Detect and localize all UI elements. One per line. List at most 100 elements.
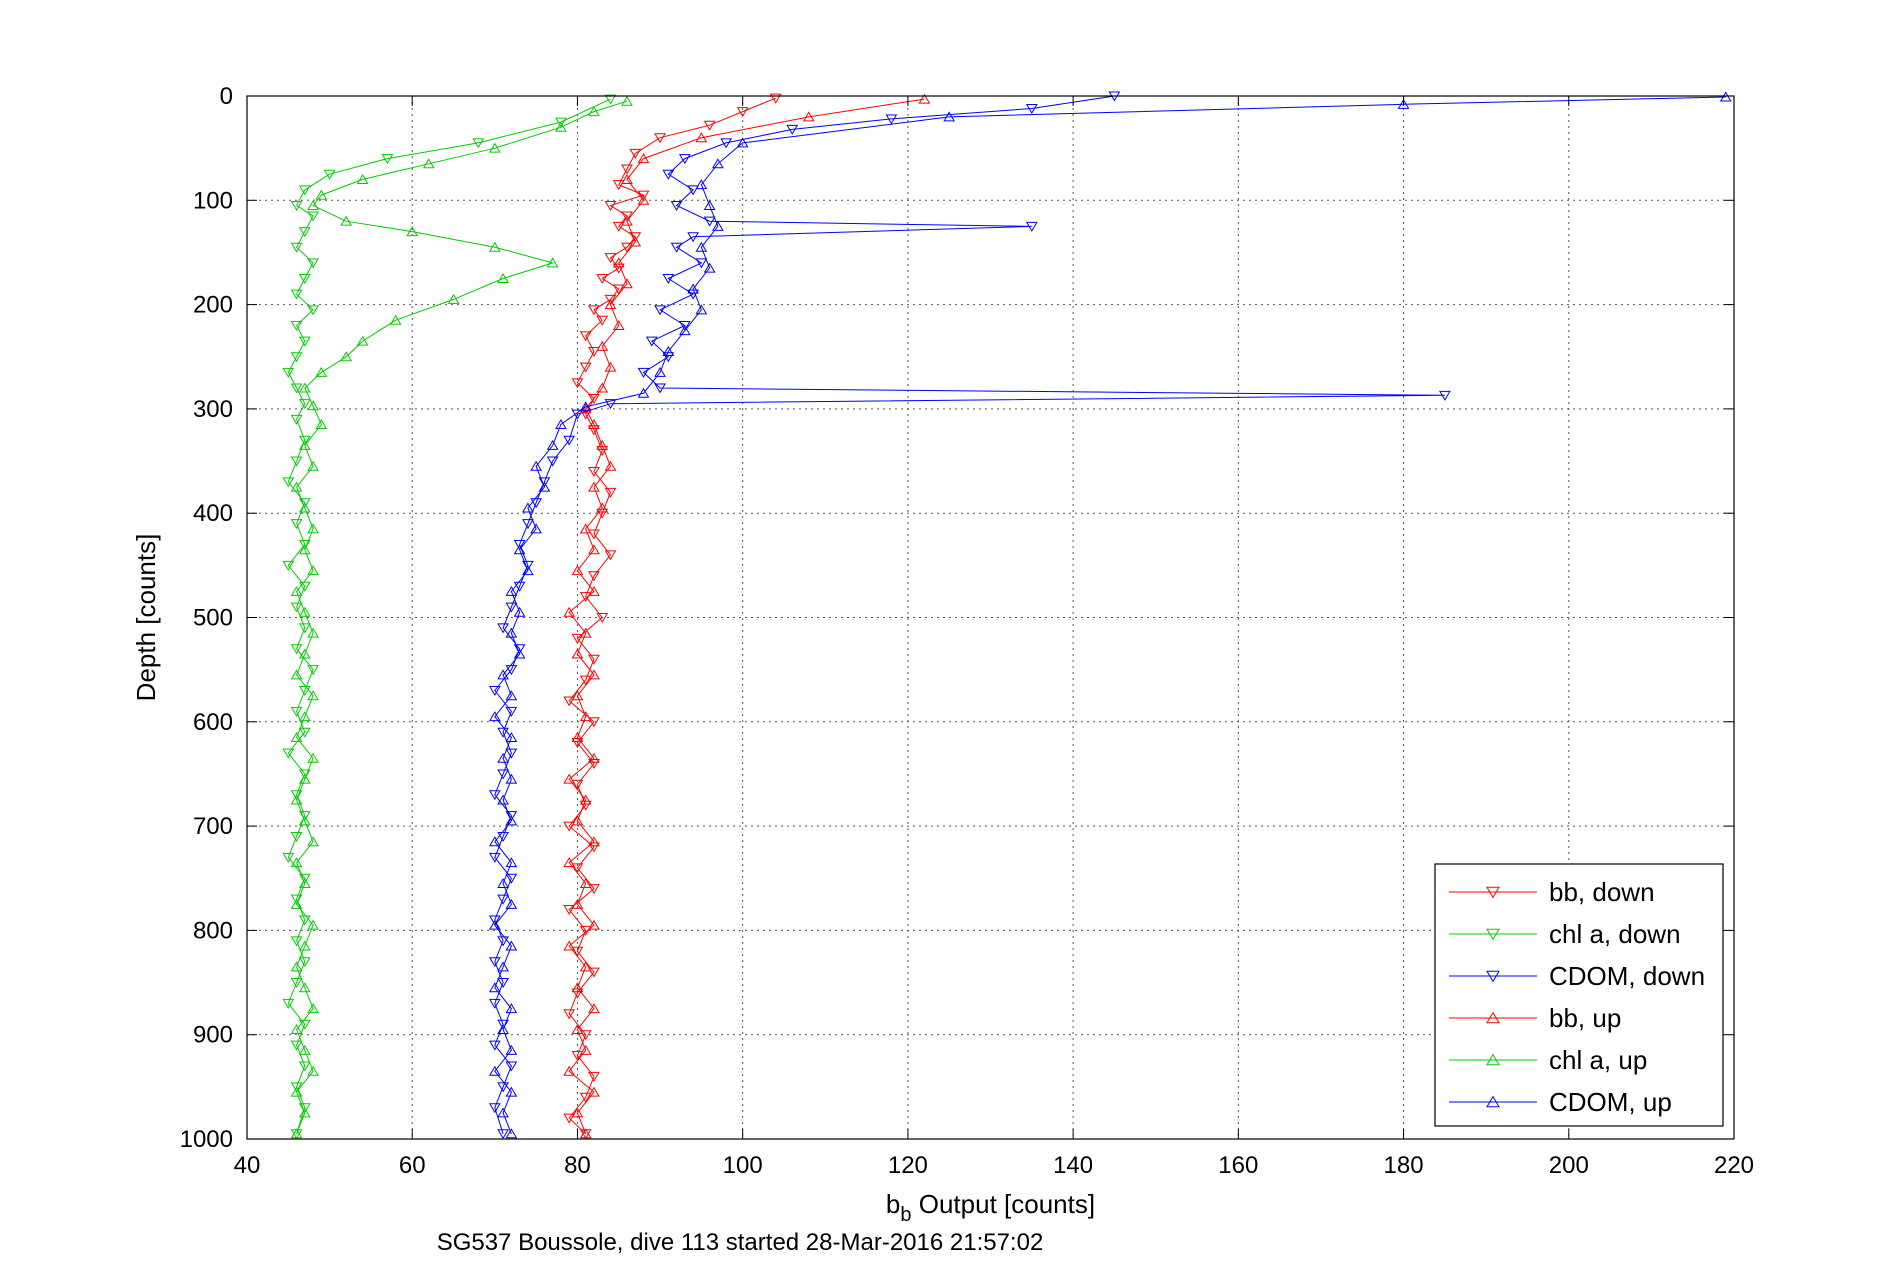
data-point bbox=[298, 439, 311, 450]
data-point bbox=[637, 194, 650, 205]
data-point bbox=[546, 456, 559, 467]
data-point bbox=[612, 284, 625, 295]
data-point bbox=[505, 1086, 518, 1097]
data-point bbox=[298, 539, 311, 550]
data-point bbox=[315, 189, 328, 200]
data-point bbox=[579, 1030, 592, 1041]
data-point bbox=[588, 1071, 600, 1082]
data-point bbox=[555, 419, 567, 430]
data-point bbox=[406, 226, 419, 237]
data-point bbox=[290, 857, 303, 868]
data-point bbox=[298, 982, 311, 993]
data-point bbox=[307, 400, 319, 411]
data-point bbox=[769, 93, 782, 104]
data-point bbox=[604, 399, 617, 410]
y-tick-label: 800 bbox=[193, 917, 233, 944]
data-point bbox=[579, 1092, 592, 1103]
data-point bbox=[522, 502, 534, 513]
data-point bbox=[513, 544, 526, 555]
data-point bbox=[678, 325, 691, 336]
data-point bbox=[298, 581, 311, 592]
data-point bbox=[488, 915, 501, 926]
data-point bbox=[588, 759, 600, 770]
data-point bbox=[522, 565, 534, 576]
data-point bbox=[621, 211, 633, 222]
data-point bbox=[307, 665, 319, 676]
data-point bbox=[588, 529, 600, 540]
data-point bbox=[563, 940, 576, 951]
y-tick-label: 600 bbox=[193, 709, 233, 736]
data-point bbox=[298, 382, 311, 393]
data-point bbox=[637, 190, 650, 201]
data-point bbox=[298, 623, 311, 634]
data-point bbox=[563, 821, 576, 832]
data-point bbox=[604, 550, 617, 561]
data-point bbox=[637, 367, 650, 378]
data-point bbox=[290, 242, 303, 253]
data-point bbox=[579, 627, 592, 638]
data-point bbox=[546, 439, 559, 450]
y-tick-label: 200 bbox=[193, 292, 233, 319]
data-point bbox=[588, 347, 600, 358]
data-point bbox=[604, 294, 617, 305]
data-point bbox=[505, 1044, 518, 1055]
data-point bbox=[588, 1086, 600, 1097]
data-point bbox=[621, 95, 633, 106]
data-point bbox=[298, 227, 311, 238]
data-point bbox=[612, 257, 625, 268]
data-point bbox=[563, 1113, 576, 1124]
data-point bbox=[571, 779, 584, 790]
data-point bbox=[290, 352, 303, 363]
x-axis-label-main: b bbox=[886, 1189, 900, 1219]
data-point bbox=[505, 706, 518, 717]
data-point bbox=[571, 988, 584, 999]
data-point bbox=[612, 180, 625, 191]
series-line bbox=[494, 95, 1445, 1134]
data-point bbox=[298, 1061, 311, 1072]
data-point bbox=[497, 832, 509, 843]
data-point bbox=[307, 1065, 319, 1076]
legend-box bbox=[1434, 863, 1724, 1127]
data-point bbox=[588, 393, 600, 404]
data-point bbox=[298, 185, 311, 196]
series-layer bbox=[282, 91, 1732, 1140]
data-point bbox=[513, 648, 526, 659]
x-tick-label: 40 bbox=[234, 1152, 261, 1179]
data-point bbox=[712, 220, 724, 231]
data-point bbox=[290, 1023, 303, 1034]
data-point bbox=[571, 946, 584, 957]
legend: bb, down chl a, down CDOM, down bb, up chl a… bbox=[1434, 863, 1724, 1127]
data-point bbox=[307, 1003, 319, 1014]
data-point bbox=[488, 998, 501, 1009]
data-point bbox=[588, 842, 600, 853]
legend-label: CDOM, down bbox=[1549, 961, 1705, 991]
data-point bbox=[282, 477, 295, 488]
y-tick-label: 700 bbox=[193, 813, 233, 840]
data-point bbox=[298, 1019, 311, 1030]
data-point bbox=[290, 414, 303, 425]
data-point bbox=[505, 857, 518, 868]
y-tick-label: 300 bbox=[193, 396, 233, 423]
data-point bbox=[596, 508, 609, 519]
data-point bbox=[588, 836, 600, 847]
data-point bbox=[290, 1082, 303, 1093]
data-point bbox=[563, 435, 576, 446]
data-point bbox=[563, 696, 576, 707]
data-point bbox=[1438, 390, 1451, 401]
data-point bbox=[298, 435, 311, 446]
data-point bbox=[307, 305, 319, 316]
data-point bbox=[298, 877, 311, 888]
data-point bbox=[522, 519, 534, 530]
y-tick-label: 1000 bbox=[180, 1126, 233, 1153]
data-point bbox=[588, 654, 600, 665]
data-point bbox=[488, 711, 501, 722]
data-point bbox=[596, 315, 609, 326]
data-point bbox=[497, 978, 509, 989]
x-axis-label-rest: Output [counts] bbox=[912, 1189, 1096, 1219]
data-point bbox=[488, 836, 501, 847]
data-point bbox=[571, 898, 584, 909]
data-point bbox=[579, 523, 592, 534]
figure-caption: SG537 Boussole, dive 113 started 28-Mar-… bbox=[437, 1229, 1044, 1256]
data-point bbox=[621, 278, 633, 289]
data-point bbox=[736, 107, 749, 118]
